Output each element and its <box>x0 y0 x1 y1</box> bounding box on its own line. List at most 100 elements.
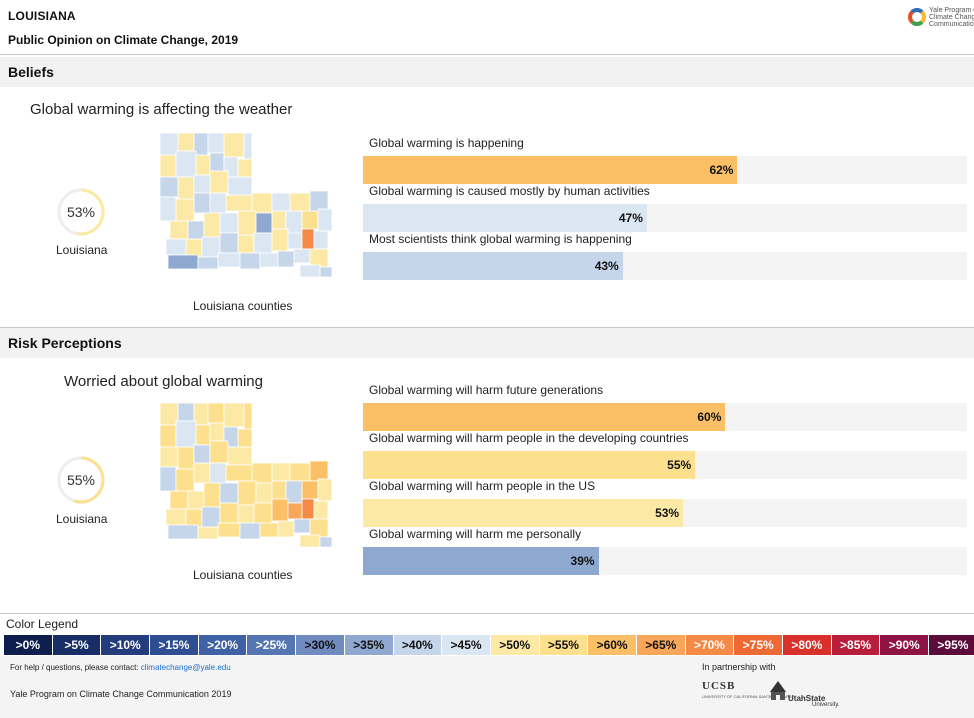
parish-region[interactable] <box>299 534 321 548</box>
parish-region[interactable] <box>165 238 187 256</box>
parish-region[interactable] <box>219 482 239 504</box>
parish-region[interactable] <box>289 192 311 212</box>
parish-region[interactable] <box>253 502 273 524</box>
parish-region[interactable] <box>187 490 205 510</box>
parish-region[interactable] <box>219 502 239 524</box>
parish-region[interactable] <box>175 150 197 178</box>
parish-region[interactable] <box>309 190 329 212</box>
parish-region[interactable] <box>187 220 205 240</box>
parish-region[interactable] <box>203 482 221 508</box>
parish-region[interactable] <box>201 506 221 528</box>
parish-region[interactable] <box>239 252 261 270</box>
parish-region[interactable] <box>317 478 333 502</box>
parish-region[interactable] <box>193 174 211 194</box>
parish-region[interactable] <box>185 508 203 528</box>
parish-region[interactable] <box>160 133 179 156</box>
parish-region[interactable] <box>225 464 253 482</box>
parish-region[interactable] <box>165 508 187 526</box>
parish-region[interactable] <box>271 210 287 230</box>
parish-region[interactable] <box>217 252 241 268</box>
parish-region[interactable] <box>299 264 321 278</box>
parish-region[interactable] <box>160 176 179 198</box>
parish-region[interactable] <box>319 536 333 548</box>
parish-region[interactable] <box>217 522 241 538</box>
parish-region[interactable] <box>223 133 245 158</box>
parish-region[interactable] <box>259 522 279 538</box>
parish-region[interactable] <box>243 133 253 160</box>
parish-region[interactable] <box>287 502 303 520</box>
parish-region[interactable] <box>160 154 177 178</box>
bar-track[interactable]: 60% <box>363 403 967 431</box>
parish-region[interactable] <box>255 212 273 234</box>
parish-region[interactable] <box>317 208 333 232</box>
bar-track[interactable]: 39% <box>363 547 967 575</box>
parish-region[interactable] <box>207 133 225 154</box>
parish-region[interactable] <box>237 428 253 448</box>
louisiana-county-map-risk[interactable] <box>160 403 335 563</box>
parish-region[interactable] <box>225 194 253 212</box>
parish-region[interactable] <box>219 212 239 234</box>
parish-region[interactable] <box>277 250 295 268</box>
parish-region[interactable] <box>287 232 303 250</box>
parish-region[interactable] <box>309 518 329 538</box>
parish-region[interactable] <box>253 232 273 254</box>
parish-region[interactable] <box>160 196 177 222</box>
parish-region[interactable] <box>209 170 229 194</box>
parish-region[interactable] <box>313 500 329 520</box>
parish-region[interactable] <box>293 518 311 534</box>
yale-program-logo[interactable]: Yale Program on Climate Change Communica… <box>908 6 974 30</box>
parish-region[interactable] <box>175 468 195 492</box>
parish-region[interactable] <box>227 446 253 466</box>
parish-region[interactable] <box>197 256 219 270</box>
parish-region[interactable] <box>277 520 295 538</box>
parish-region[interactable] <box>237 504 255 524</box>
parish-region[interactable] <box>227 176 253 196</box>
parish-region[interactable] <box>271 498 289 522</box>
parish-region[interactable] <box>177 446 195 470</box>
parish-region[interactable] <box>193 462 211 484</box>
parish-region[interactable] <box>160 403 179 426</box>
parish-region[interactable] <box>160 466 177 492</box>
parish-region[interactable] <box>197 526 219 540</box>
parish-region[interactable] <box>193 192 211 214</box>
parish-region[interactable] <box>271 192 291 212</box>
parish-region[interactable] <box>271 228 289 252</box>
parish-region[interactable] <box>237 234 255 254</box>
parish-region[interactable] <box>175 198 195 222</box>
louisiana-county-map-beliefs[interactable] <box>160 133 335 293</box>
parish-region[interactable] <box>209 462 227 484</box>
parish-region[interactable] <box>185 238 203 258</box>
bar-track[interactable]: 62% <box>363 156 967 184</box>
parish-region[interactable] <box>177 403 195 422</box>
parish-region[interactable] <box>169 490 189 510</box>
parish-region[interactable] <box>293 248 311 264</box>
parish-region[interactable] <box>167 254 199 270</box>
parish-region[interactable] <box>239 522 261 540</box>
help-email-link[interactable]: climatechange@yale.edu <box>140 663 231 672</box>
parish-region[interactable] <box>209 152 225 172</box>
bar-track[interactable]: 53% <box>363 499 967 527</box>
parish-region[interactable] <box>195 424 211 446</box>
parish-region[interactable] <box>177 176 195 200</box>
parish-region[interactable] <box>301 210 319 230</box>
parish-region[interactable] <box>309 460 329 482</box>
parish-region[interactable] <box>195 154 211 176</box>
parish-region[interactable] <box>160 446 179 468</box>
bar-track[interactable]: 55% <box>363 451 967 479</box>
parish-region[interactable] <box>160 424 177 448</box>
parish-region[interactable] <box>255 482 273 504</box>
parish-region[interactable] <box>301 498 315 520</box>
parish-region[interactable] <box>177 133 195 152</box>
parish-region[interactable] <box>271 462 291 482</box>
parish-region[interactable] <box>219 232 239 254</box>
parish-region[interactable] <box>319 266 333 278</box>
parish-region[interactable] <box>301 480 319 500</box>
parish-region[interactable] <box>237 480 257 506</box>
parish-region[interactable] <box>167 524 199 540</box>
parish-region[interactable] <box>203 212 221 238</box>
utahstate-logo[interactable]: UtahState <box>788 694 826 703</box>
parish-region[interactable] <box>169 220 189 240</box>
parish-region[interactable] <box>237 158 253 178</box>
parish-region[interactable] <box>175 420 197 448</box>
parish-region[interactable] <box>251 462 273 484</box>
